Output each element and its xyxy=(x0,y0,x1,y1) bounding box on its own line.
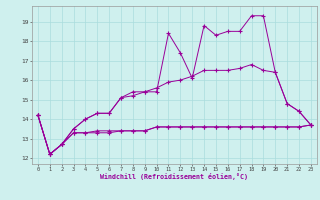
X-axis label: Windchill (Refroidissement éolien,°C): Windchill (Refroidissement éolien,°C) xyxy=(100,173,248,180)
